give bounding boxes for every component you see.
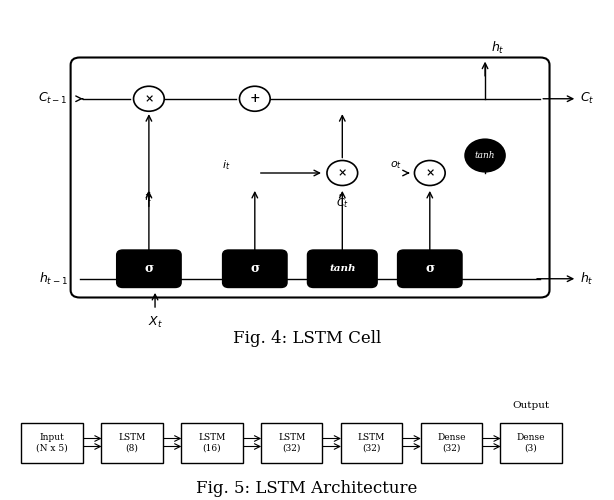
Text: $f_t$: $f_t$ [144, 190, 154, 204]
Text: $h_t$: $h_t$ [491, 40, 505, 56]
Text: Dense
(32): Dense (32) [437, 433, 465, 452]
FancyBboxPatch shape [398, 250, 462, 288]
Text: ×: × [425, 168, 435, 178]
FancyBboxPatch shape [101, 422, 163, 463]
Text: LSTM
(32): LSTM (32) [278, 433, 305, 452]
Text: ×: × [338, 168, 347, 178]
Text: Output: Output [513, 401, 550, 410]
FancyBboxPatch shape [223, 250, 287, 288]
Text: $C_{t-1}$: $C_{t-1}$ [38, 91, 68, 106]
Text: $C_t$: $C_t$ [580, 91, 595, 106]
Text: σ: σ [144, 262, 154, 275]
Text: Fig. 4: LSTM Cell: Fig. 4: LSTM Cell [233, 330, 381, 347]
Text: Dense
(3): Dense (3) [517, 433, 545, 452]
Text: σ: σ [426, 262, 434, 275]
FancyBboxPatch shape [21, 422, 83, 463]
FancyBboxPatch shape [500, 422, 562, 463]
FancyBboxPatch shape [308, 250, 377, 288]
Text: Input
(N x 5): Input (N x 5) [36, 433, 68, 452]
Circle shape [134, 86, 165, 112]
Circle shape [239, 86, 270, 112]
Circle shape [465, 139, 505, 172]
Text: LSTM
(32): LSTM (32) [358, 433, 385, 452]
Text: $h_{t-1}$: $h_{t-1}$ [39, 270, 68, 287]
FancyBboxPatch shape [341, 422, 402, 463]
Circle shape [414, 160, 445, 186]
Text: LSTM
(8): LSTM (8) [119, 433, 146, 452]
FancyBboxPatch shape [261, 422, 322, 463]
FancyBboxPatch shape [117, 250, 181, 288]
Text: $i_t$: $i_t$ [222, 158, 230, 172]
Text: tanh: tanh [475, 151, 495, 160]
Text: tanh: tanh [329, 264, 356, 273]
Text: $X_t$: $X_t$ [147, 315, 163, 330]
Text: $h_t$: $h_t$ [580, 270, 594, 287]
Text: ×: × [144, 93, 154, 104]
Circle shape [327, 160, 358, 186]
Text: $\tilde{C}_t$: $\tilde{C}_t$ [336, 193, 349, 210]
Text: Fig. 5: LSTM Architecture: Fig. 5: LSTM Architecture [196, 480, 418, 497]
Text: +: + [249, 92, 260, 106]
Text: $o_t$: $o_t$ [390, 160, 402, 172]
FancyBboxPatch shape [71, 58, 550, 298]
FancyBboxPatch shape [181, 422, 243, 463]
FancyBboxPatch shape [421, 422, 482, 463]
Text: σ: σ [251, 262, 259, 275]
Text: LSTM
(16): LSTM (16) [198, 433, 225, 452]
